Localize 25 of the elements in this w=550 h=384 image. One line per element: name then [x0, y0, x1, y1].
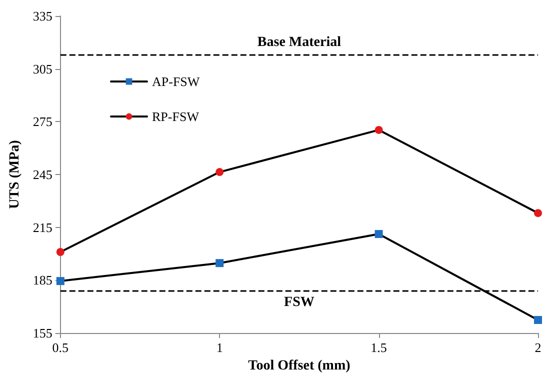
point — [216, 259, 224, 268]
y-tick-label: 335 — [32, 8, 52, 24]
y-axis-title: UTS (MPa) — [8, 140, 22, 209]
x-axis-title: Tool Offset (mm) — [248, 358, 351, 374]
x-tick-label: 0.5 — [52, 340, 69, 355]
ref-line-label: FSW — [284, 295, 314, 310]
y-tick-label: 245 — [32, 167, 52, 182]
point — [374, 126, 383, 134]
ref-line-label: Base Material — [257, 35, 342, 50]
point — [216, 168, 224, 176]
x-tick-label: 1 — [216, 340, 223, 355]
legend-label: AP-FSW — [152, 74, 200, 89]
y-tick-label: 275 — [32, 114, 52, 130]
x-tick-label: 1.5 — [370, 340, 387, 355]
point — [56, 277, 64, 286]
point — [534, 316, 542, 324]
y-tick-label: 155 — [32, 326, 52, 340]
y-tick-label: 185 — [32, 272, 52, 288]
point — [56, 248, 64, 256]
legend-label: RP-FSW — [152, 109, 200, 124]
y-tick-label: 215 — [32, 220, 52, 235]
point — [534, 209, 542, 218]
point — [374, 230, 383, 238]
x-tick-label: 2 — [534, 340, 542, 355]
y-tick-label: 305 — [32, 61, 52, 76]
